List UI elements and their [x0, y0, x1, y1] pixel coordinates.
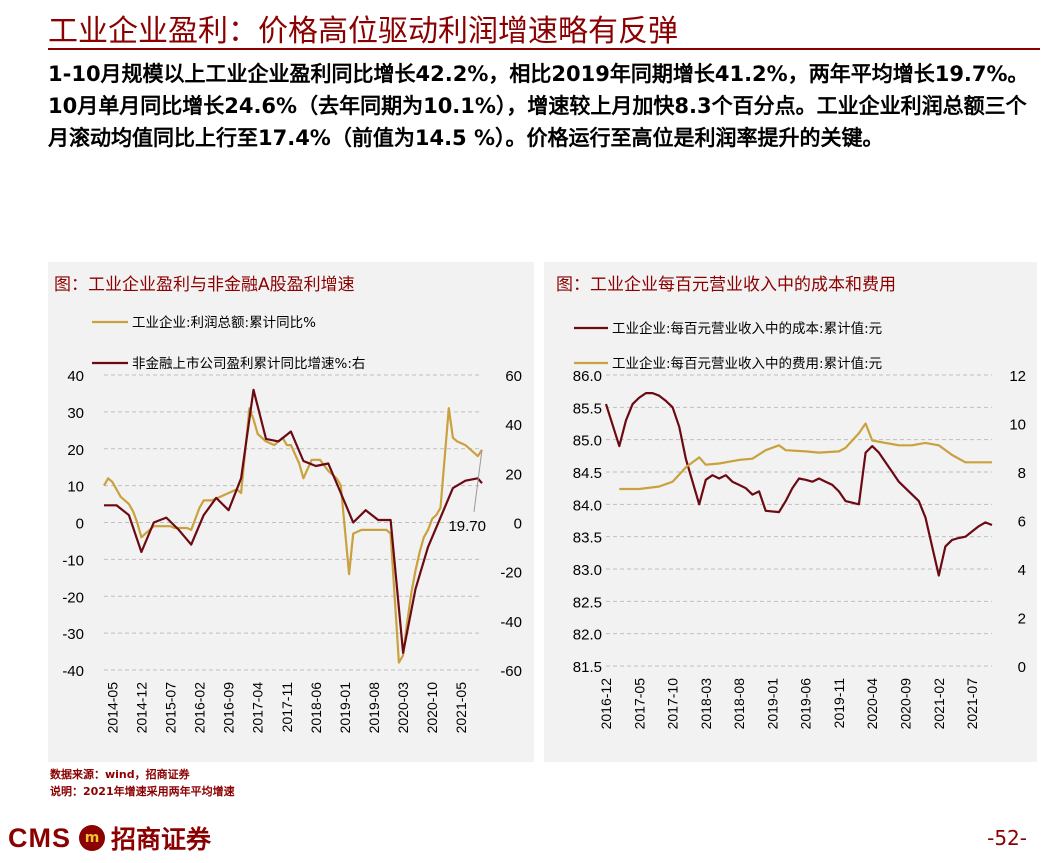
title-divider: [48, 48, 1040, 50]
x-tick-label: 2019-01: [764, 678, 780, 730]
x-tick-label: 2014-05: [104, 682, 120, 734]
chart-title-right: 图：工业企业每百元营业收入中的成本和费用: [556, 275, 896, 295]
annotation-leader: [473, 449, 483, 512]
y-left-tick-label: 0: [76, 516, 84, 533]
chart-panel-right: 图：工业企业每百元营业收入中的成本和费用 86.0 85.5 85.0 84.5 84.…: [544, 262, 1037, 762]
x-tick-label: 2019-01: [337, 682, 353, 734]
y-left-tick-label: -30: [62, 626, 84, 643]
x-tick-label: 2016-02: [192, 682, 208, 734]
x-tick-label: 2014-12: [133, 682, 149, 734]
y-left-tick-label: 40: [67, 368, 84, 385]
legend-label-2: 非金融上市公司盈利累计同比增速%:右: [132, 355, 365, 372]
series-line-2: [619, 422, 992, 491]
page-title: 工业企业盈利：价格高位驱动利润增速略有反弹: [48, 14, 678, 49]
x-tick-label: 2017-04: [250, 682, 266, 734]
y-left-tick-label: 85.0: [573, 433, 602, 450]
y-left-tick-label: 86.0: [573, 368, 602, 385]
series-line-1: [604, 392, 993, 577]
x-tick-label: 2018-06: [308, 682, 324, 734]
y-right-tick-label: 20: [505, 466, 522, 483]
y-left-tick-label: -10: [62, 552, 84, 569]
y-left-tick-label: 84.0: [573, 497, 602, 514]
x-tick-label: 2015-07: [162, 682, 178, 734]
data-source: 数据来源：wind，招商证券: [50, 768, 190, 781]
annotation-label: 19.70: [448, 518, 486, 535]
chart-panel-left: 图：工业企业盈利与非金融A股盈利增速 40 30 20 10 0 -10 -20 -30 -40…: [48, 262, 534, 762]
x-tick-label: 2020-09: [897, 678, 913, 730]
chart-title-left: 图：工业企业盈利与非金融A股盈利增速: [54, 275, 355, 295]
y-right-tick-label: 2: [1018, 611, 1026, 628]
y-left-tick-label: 84.5: [573, 465, 602, 482]
x-tick-label: 2021-05: [453, 682, 469, 734]
x-tick-label: 2018-03: [698, 678, 714, 730]
y-right-tick-label: 4: [1018, 562, 1026, 579]
logo-badge-icon: m: [79, 825, 105, 851]
y-left-tick-label: 85.5: [573, 400, 602, 417]
series-line-2: [104, 388, 483, 654]
y-right-tick-label: -20: [500, 565, 522, 582]
y-left-tick-label: 83.5: [573, 530, 602, 547]
y-right-tick-label: 40: [505, 417, 522, 434]
legend-label-2: 工业企业:每百元营业收入中的费用:累计值:元: [612, 355, 882, 372]
x-tick-label: 2019-11: [831, 678, 847, 729]
y-right-tick-label: 8: [1018, 465, 1026, 482]
x-tick-label: 2017-05: [631, 678, 647, 730]
chart-right-svg: 86.0 85.5 85.0 84.5 84.0 83.5 83.0 82.5 82.0 81.5…: [573, 320, 1026, 730]
logo-company-name: 招商证券: [111, 825, 212, 854]
x-tick-label: 2020-03: [395, 682, 411, 734]
y-left-tick-label: -40: [62, 663, 84, 680]
x-tick-label: 2017-10: [665, 678, 681, 730]
x-tick-label: 2016-12: [598, 678, 614, 730]
x-tick-label: 2020-10: [424, 682, 440, 734]
y-right-tick-label: 10: [1009, 417, 1026, 434]
y-left-tick-label: 83.0: [573, 562, 602, 579]
y-right-tick-label: -60: [500, 663, 522, 680]
x-tick-label: 2020-04: [864, 678, 880, 730]
y-right-tick-label: 0: [514, 516, 522, 533]
y-left-tick-label: 82.5: [573, 594, 602, 611]
x-tick-label: 2021-07: [964, 678, 980, 730]
logo-cms-text: CMS: [8, 822, 71, 853]
series-line-1: [103, 407, 483, 664]
x-tick-label: 2019-06: [798, 678, 814, 730]
y-left-tick-label: 20: [67, 442, 84, 459]
x-tick-label: 2016-09: [221, 682, 237, 734]
y-left-tick-label: -20: [62, 589, 84, 606]
y-left-tick-label: 30: [67, 405, 84, 422]
company-logo: CMS m 招商证券: [8, 820, 211, 856]
summary-text: 1-10月规模以上工业企业盈利同比增长42.2%，相比2019年同期增长41.2…: [48, 62, 1029, 150]
y-left-tick-label: 82.0: [573, 627, 602, 644]
legend-label-1: 工业企业:每百元营业收入中的成本:累计值:元: [612, 320, 882, 337]
x-tick-label: 2017-11: [279, 682, 295, 733]
y-right-tick-label: 60: [505, 368, 522, 385]
y-right-tick-label: -40: [500, 614, 522, 631]
y-right-tick-label: 6: [1018, 514, 1026, 531]
chart-left-svg: 40 30 20 10 0 -10 -20 -30 -40 60 40 20 0 -20 -40 -60 201…: [62, 314, 522, 734]
y-left-tick-label: 10: [67, 479, 84, 496]
x-tick-label: 2021-02: [931, 678, 947, 730]
y-left-tick-label: 81.5: [573, 659, 602, 676]
x-tick-label: 2019-08: [366, 682, 382, 734]
x-tick-label: 2018-08: [731, 678, 747, 730]
y-right-tick-label: 12: [1009, 368, 1026, 385]
page-number: -52-: [987, 826, 1027, 850]
chart-note: 说明：2021年增速采用两年平均增速: [50, 785, 235, 798]
y-right-tick-label: 0: [1018, 659, 1026, 676]
legend-label-1: 工业企业:利润总额:累计同比%: [132, 314, 316, 331]
source-notes: 数据来源：wind，招商证券 说明：2021年增速采用两年平均增速: [50, 766, 235, 800]
